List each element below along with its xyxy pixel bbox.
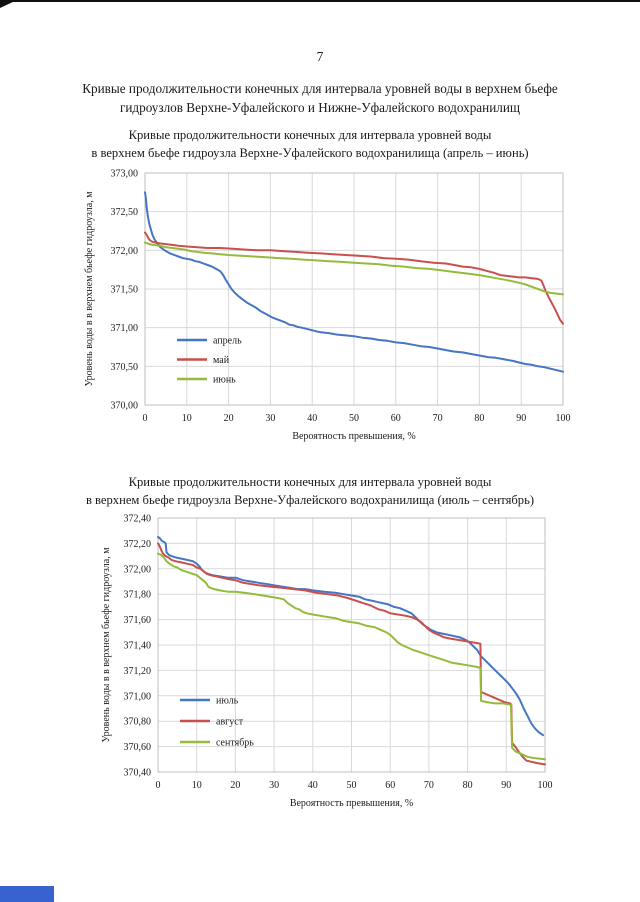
chart-canvas: 373,00 372,50 372,00 371,50 371,00 370,50 370,… <box>84 169 571 443</box>
x-tick-label: 100 <box>556 413 571 424</box>
series-line-август <box>157 542 546 766</box>
x-tick-label: 100 <box>538 780 553 791</box>
x-tick-label: 50 <box>347 780 357 791</box>
y-tick-label: 370,60 <box>124 742 152 753</box>
y-tick-label: 372,50 <box>111 207 139 218</box>
chart-july-september-title-line-2: в верхнем бьефе гидроузла Верхне-Уфалейс… <box>85 493 535 507</box>
chart-april-june: 373,00 372,50 372,00 371,50 371,00 370,50 370,… <box>75 160 585 457</box>
chart-july-september: 372,40 372,20 372,00 371,80 371,60 371,40 371,… <box>75 508 580 825</box>
x-tick-label: 20 <box>224 413 234 424</box>
scan-corner-mark <box>0 0 17 8</box>
x-tick-label: 70 <box>433 413 443 424</box>
legend-label-июль: июль <box>216 696 239 707</box>
chart-april-june-title-line-2: в верхнем бьефе гидроузла Верхне-Уфалейс… <box>91 146 529 160</box>
x-tick-label: 0 <box>156 780 161 791</box>
legend-label-апрель: апрель <box>213 336 242 347</box>
x-axis-title: Вероятность превышения, % <box>292 431 415 442</box>
series-line-май <box>144 231 564 325</box>
chart-canvas: 372,40 372,20 372,00 371,80 371,60 371,40 371,… <box>101 514 553 810</box>
legend-label-август: август <box>216 717 244 728</box>
legend-label-июнь: июнь <box>213 375 236 386</box>
y-tick-label: 372,00 <box>124 564 152 575</box>
x-tick-label: 30 <box>269 780 279 791</box>
page-number: 7 <box>316 49 324 64</box>
legend-label-сентябрь: сентябрь <box>216 738 254 749</box>
gridlines <box>157 517 546 773</box>
chart-april-june-title: Кривые продолжительности конечных для ин… <box>0 126 620 162</box>
x-tick-label: 40 <box>308 780 318 791</box>
plot-border <box>157 517 546 773</box>
chart-april-june-title-line-1: Кривые продолжительности конечных для ин… <box>128 128 492 142</box>
series-line-июнь <box>144 241 564 296</box>
y-tick-label: 372,20 <box>124 539 152 550</box>
x-tick-label: 90 <box>516 413 526 424</box>
x-tick-label: 80 <box>463 780 473 791</box>
y-tick-label: 373,00 <box>111 169 139 180</box>
y-tick-label: 371,50 <box>111 285 139 296</box>
series-line-июль <box>157 536 545 737</box>
y-tick-label: 371,00 <box>111 323 139 334</box>
page-title-line-1: Кривые продолжительности конечных для ин… <box>82 81 558 96</box>
scan-edge-line <box>0 0 640 2</box>
x-tick-label: 90 <box>501 780 511 791</box>
x-tick-label: 10 <box>192 780 202 791</box>
y-tick-label: 371,80 <box>124 590 152 601</box>
page-title: Кривые продолжительности конечных для ин… <box>0 80 640 117</box>
x-tick-label: 0 <box>143 413 148 424</box>
x-tick-label: 10 <box>182 413 192 424</box>
x-tick-label: 60 <box>391 413 401 424</box>
y-tick-label: 372,00 <box>111 246 139 257</box>
page-title-line-2: гидроузлов Верхне-Уфалейского и Нижне-Уф… <box>119 99 521 115</box>
y-tick-label: 371,60 <box>124 615 152 626</box>
y-tick-label: 372,40 <box>124 514 152 525</box>
legend-label-май: май <box>213 355 230 366</box>
y-tick-label: 370,40 <box>124 768 152 779</box>
x-axis-title: Вероятность превышения, % <box>290 798 413 809</box>
series-line-апрель <box>144 191 564 373</box>
y-tick-label: 370,50 <box>111 362 139 373</box>
x-tick-label: 20 <box>230 780 240 791</box>
scan-blue-artifact <box>0 886 54 902</box>
x-tick-label: 70 <box>424 780 434 791</box>
y-axis-title: Уровень воды в в верхнем бьефе гидроузла… <box>84 191 95 387</box>
y-tick-label: 371,00 <box>124 691 152 702</box>
y-tick-label: 371,20 <box>124 666 152 677</box>
chart-july-september-title-line-1: Кривые продолжительности конечных для ин… <box>128 475 492 489</box>
chart-july-september-title: Кривые продолжительности конечных для ин… <box>0 473 620 509</box>
y-tick-label: 370,00 <box>111 401 139 412</box>
y-axis-title: Уровень воды в в верхнем бьефе гидроузла… <box>101 547 112 743</box>
gridlines <box>144 172 564 406</box>
x-tick-label: 50 <box>349 413 359 424</box>
x-tick-label: 80 <box>474 413 484 424</box>
legend: июль август сентябрь <box>180 696 254 749</box>
y-tick-label: 370,80 <box>124 717 152 728</box>
x-tick-label: 30 <box>265 413 275 424</box>
plot-border <box>144 172 564 406</box>
x-tick-label: 60 <box>385 780 395 791</box>
y-tick-label: 371,40 <box>124 641 152 652</box>
x-tick-label: 40 <box>307 413 317 424</box>
legend: апрель май июнь <box>177 336 242 386</box>
series-line-сентябрь <box>157 552 546 761</box>
